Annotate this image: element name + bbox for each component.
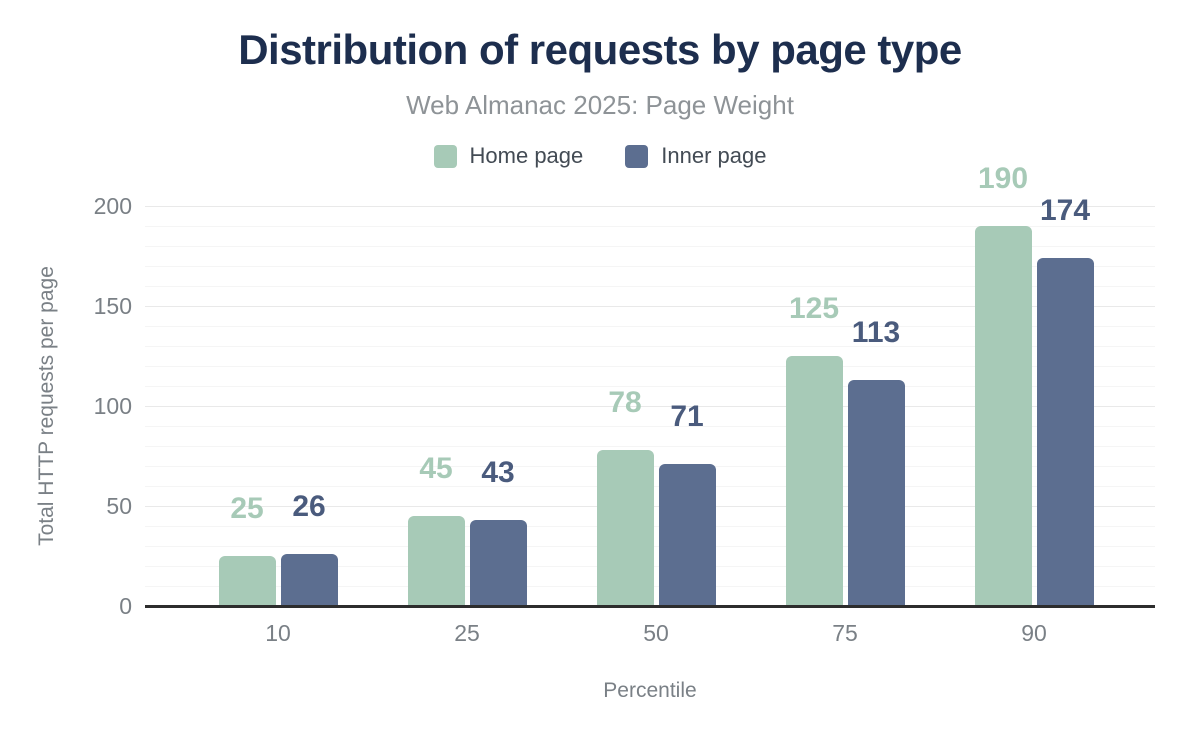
minor-gridline: [145, 386, 1155, 387]
y-axis-title: Total HTTP requests per page: [35, 266, 58, 546]
legend-label-home-page: Home page: [469, 143, 584, 168]
minor-gridline: [145, 366, 1155, 367]
bar-home-page-p90: [974, 226, 1032, 606]
y-tick-label: 200: [93, 193, 132, 219]
chart-title: Distribution of requests by page type: [238, 26, 962, 73]
bar-value-label: 190: [977, 162, 1029, 195]
bar-value-label: 71: [670, 400, 704, 433]
x-tick-label: 75: [832, 620, 858, 646]
bar-value-label: 26: [292, 490, 326, 523]
bar-inner-page-p90: [1036, 258, 1094, 606]
bar-value-label: 113: [851, 316, 901, 349]
chart-subtitle: Web Almanac 2025: Page Weight: [406, 90, 794, 120]
bar-inner-page-p75: [847, 380, 905, 606]
minor-gridline: [145, 346, 1155, 347]
bar-home-page-p50: [596, 450, 654, 606]
legend-item-inner-page: Inner page: [625, 143, 766, 169]
minor-gridline: [145, 326, 1155, 327]
x-tick-label: 50: [643, 620, 669, 646]
legend-label-inner-page: Inner page: [661, 143, 767, 168]
minor-gridline: [145, 246, 1155, 247]
bar-value-label: 43: [481, 456, 515, 489]
bar-value-label: 25: [230, 492, 264, 525]
minor-gridline: [145, 426, 1155, 427]
y-tick-label: 150: [93, 293, 132, 319]
y-tick-label: 50: [106, 493, 132, 519]
inner-page-swatch: [625, 144, 649, 168]
legend: Home page Inner page: [0, 141, 1200, 171]
bar-home-page-p25: [407, 516, 465, 606]
y-tick-label: 100: [93, 393, 132, 419]
minor-gridline: [145, 286, 1155, 287]
bar-value-label: 45: [419, 452, 453, 485]
major-gridline: [145, 406, 1155, 407]
legend-item-home-page: Home page: [433, 143, 584, 169]
bar-home-page-p75: [785, 356, 843, 606]
x-axis-line: [145, 605, 1155, 608]
major-gridline: [145, 206, 1155, 207]
bar-home-page-p10: [218, 556, 276, 606]
minor-gridline: [145, 266, 1155, 267]
x-tick-label: 10: [265, 620, 291, 646]
bar-inner-page-p10: [280, 554, 338, 606]
minor-gridline: [145, 446, 1155, 447]
bar-value-label: 174: [1039, 194, 1091, 227]
bar-value-label: 78: [608, 386, 642, 419]
bar-inner-page-p25: [469, 520, 527, 606]
x-tick-label: 90: [1021, 620, 1047, 646]
bar-inner-page-p50: [658, 464, 716, 606]
minor-gridline: [145, 226, 1155, 227]
x-tick-label: 25: [454, 620, 480, 646]
y-tick-label: 0: [119, 593, 132, 619]
major-gridline: [145, 306, 1155, 307]
home-page-swatch: [433, 144, 457, 168]
bar-value-label: 125: [788, 292, 840, 325]
x-axis-title: Percentile: [603, 679, 697, 702]
